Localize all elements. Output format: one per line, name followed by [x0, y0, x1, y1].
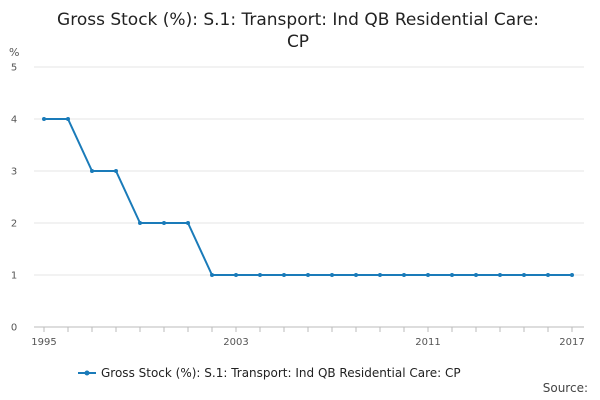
gridlines: 0 1 2 3 4 5 [11, 63, 584, 334]
data-point[interactable] [306, 273, 310, 277]
data-point[interactable] [522, 273, 526, 277]
chart-title-line-1: Gross Stock (%): S.1: Transport: Ind QB … [57, 10, 539, 30]
data-point[interactable] [378, 273, 382, 277]
y-tick-label: 3 [11, 167, 17, 178]
data-point[interactable] [42, 117, 46, 121]
data-point[interactable] [258, 273, 262, 277]
data-point[interactable] [114, 169, 118, 173]
y-axis-unit-label: % [9, 46, 19, 59]
data-point[interactable] [354, 273, 358, 277]
data-point[interactable] [330, 273, 334, 277]
data-point[interactable] [162, 221, 166, 225]
data-point[interactable] [186, 221, 190, 225]
data-point[interactable] [450, 273, 454, 277]
x-tick-label: 1995 [31, 337, 56, 348]
data-point[interactable] [426, 273, 430, 277]
x-tick-label: 2003 [223, 337, 248, 348]
data-point[interactable] [234, 273, 238, 277]
y-tick-label: 0 [11, 323, 17, 334]
data-point[interactable] [210, 273, 214, 277]
legend-label: Gross Stock (%): S.1: Transport: Ind QB … [101, 366, 461, 380]
legend[interactable]: Gross Stock (%): S.1: Transport: Ind QB … [78, 366, 461, 380]
legend-point-marker [84, 370, 90, 376]
x-tick-label: 2011 [415, 337, 440, 348]
series-layer [42, 117, 574, 277]
data-point[interactable] [570, 273, 574, 277]
data-point[interactable] [282, 273, 286, 277]
data-point[interactable] [546, 273, 550, 277]
data-point[interactable] [90, 169, 94, 173]
data-point[interactable] [138, 221, 142, 225]
x-tick-label: 2017 [559, 337, 584, 348]
data-point[interactable] [402, 273, 406, 277]
data-point[interactable] [66, 117, 70, 121]
source-label: Source: [543, 381, 588, 395]
y-tick-label: 2 [11, 219, 17, 230]
y-tick-label: 1 [11, 271, 17, 282]
y-tick-label: 4 [11, 115, 17, 126]
y-tick-label: 5 [11, 63, 17, 74]
data-point[interactable] [498, 273, 502, 277]
chart-title-line-2: CP [287, 32, 309, 52]
series-line [44, 118, 572, 276]
x-axis: 1995 2003 2011 2017 [31, 327, 585, 348]
data-point[interactable] [474, 273, 478, 277]
